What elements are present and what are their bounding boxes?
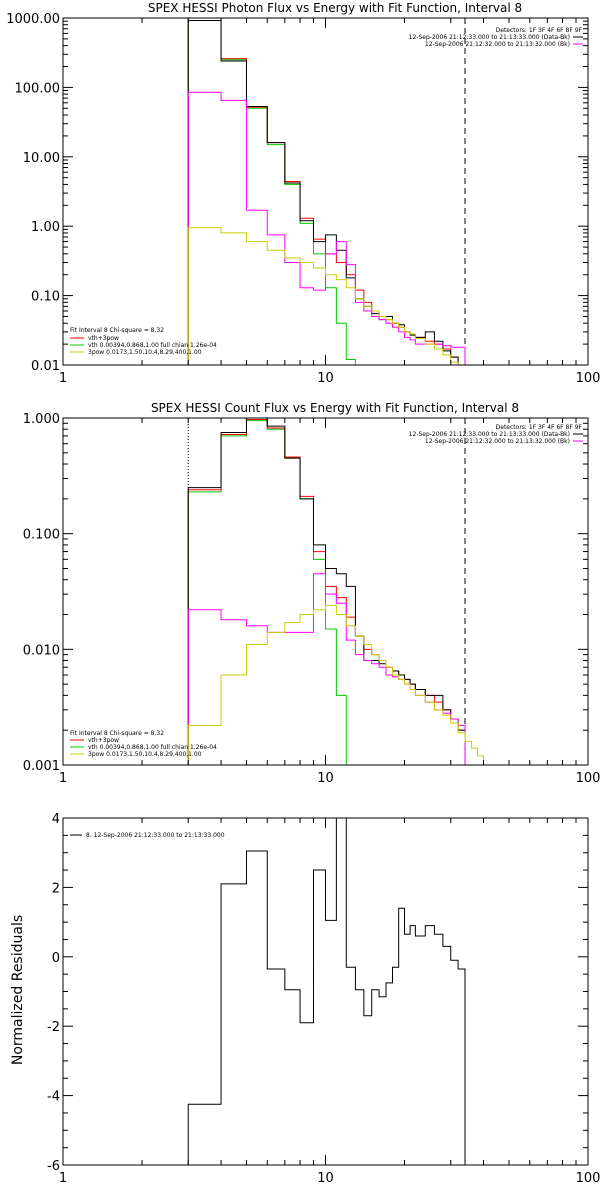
y-tick-label: 0.100	[23, 528, 60, 543]
y-tick-label: 0.01	[31, 359, 60, 374]
legend-bk: 12-Sep-2006 21:12:32.000 to 21:13:32.000…	[425, 438, 570, 445]
series-4-line	[187, 227, 466, 365]
legend-bottom-left: Fit Interval 8 Chi-square = 8.32 vth+3po…	[70, 730, 217, 758]
y-axis-label: Normalized Residuals	[10, 915, 26, 1065]
x-tick-label: 100	[576, 371, 600, 386]
x-tick-label: 100	[576, 1171, 600, 1186]
y-tick-label: 1.00	[31, 220, 60, 235]
x-tick-label: 10	[317, 771, 334, 786]
y-tick-label: -6	[47, 1159, 60, 1174]
y-tick-label: 0.10	[31, 290, 60, 305]
legend-interval: 8. 12-Sep-2006 21:12:33.000 to 21:13:33.…	[86, 832, 225, 839]
residuals-panel: Normalized Residuals 8. 12-Sep-2006 21:1…	[10, 812, 600, 1186]
chart-title: SPEX HESSI Count Flux vs Energy with Fit…	[151, 401, 519, 415]
x-tick-label: 10	[317, 371, 334, 386]
series-1-line	[187, 419, 510, 765]
series-4-line	[187, 604, 510, 765]
x-tick-label: 1	[59, 771, 67, 786]
plot-area	[187, 418, 510, 765]
y-tick-label: 0.001	[23, 759, 60, 774]
legend-fit-interval: Fit Interval 8 Chi-square = 8.32	[70, 327, 164, 334]
plot-area	[187, 818, 466, 1165]
series-3-line	[187, 573, 510, 765]
legend-3pow: 3pow 0.0173,1.50,10.4,8.29,400,1.00	[88, 751, 202, 758]
y-tick-label: 1.000	[23, 412, 60, 427]
y-tick-label: 0	[52, 951, 60, 966]
legend-data-minus-bk: 12-Sep-2006 21:12:33.000 to 21:13:33.000…	[409, 431, 570, 438]
x-tick-label: 100	[576, 771, 600, 786]
legend-vth: vth 0.00394,0.868,1.00 full chian 1.26e-…	[88, 744, 217, 751]
legend-top-right: Detectors: 1F 3F 4F 6F 8F 9F 12-Sep-2006…	[409, 424, 583, 445]
y-tick-label: 100.00	[15, 81, 61, 96]
legend-3pow: 3pow 0.0173,1.50,10.4,8.29,400,1.00	[88, 349, 202, 356]
count-flux-panel: SPEX HESSI Count Flux vs Energy with Fit…	[23, 401, 600, 786]
legend-detectors: Detectors: 1F 3F 4F 6F 8F 9F	[496, 27, 583, 34]
y-tick-label: 1000.00	[6, 12, 60, 27]
series-2-line	[187, 418, 510, 765]
series-0-line	[187, 420, 510, 765]
y-tick-label: 0.010	[23, 643, 60, 658]
series-0-line	[187, 18, 466, 365]
photon-flux-panel: SPEX HESSI Photon Flux vs Energy with Fi…	[6, 1, 600, 386]
legend-detectors: Detectors: 1F 3F 4F 6F 8F 9F	[496, 424, 583, 431]
legend-model: vth+3pow	[88, 335, 119, 342]
series-1-line	[187, 18, 466, 365]
plot-area	[187, 18, 466, 365]
legend-vth: vth 0.00394,0.868,1.00 full chian 1.26e-…	[88, 342, 217, 349]
legend-data-minus-bk: 12-Sep-2006 21:12:33.000 to 21:13:33.000…	[409, 34, 570, 41]
y-tick-label: 2	[52, 881, 60, 896]
series-0-line	[187, 818, 466, 1165]
y-tick-label: -2	[47, 1020, 60, 1035]
legend-top-right: Detectors: 1F 3F 4F 6F 8F 9F 12-Sep-2006…	[409, 27, 583, 48]
legend-model: vth+3pow	[88, 737, 119, 744]
x-tick-label: 10	[317, 1171, 334, 1186]
legend-bottom-left: Fit Interval 8 Chi-square = 8.32 vth+3po…	[70, 327, 217, 356]
x-tick-label: 1	[59, 371, 67, 386]
legend-fit-interval: Fit Interval 8 Chi-square = 8.32	[70, 730, 164, 737]
legend-bk: 12-Sep-2006 21:12:32.000 to 21:13:32.000…	[425, 41, 570, 48]
axes-frame	[62, 17, 589, 366]
x-tick-label: 1	[59, 1171, 67, 1186]
y-tick-label: 10.00	[23, 151, 60, 166]
series-3-line	[187, 91, 466, 365]
chart-title: SPEX HESSI Photon Flux vs Energy with Fi…	[148, 1, 522, 15]
y-tick-label: -4	[47, 1090, 60, 1105]
series-2-line	[187, 20, 466, 365]
y-tick-label: 4	[52, 812, 60, 827]
